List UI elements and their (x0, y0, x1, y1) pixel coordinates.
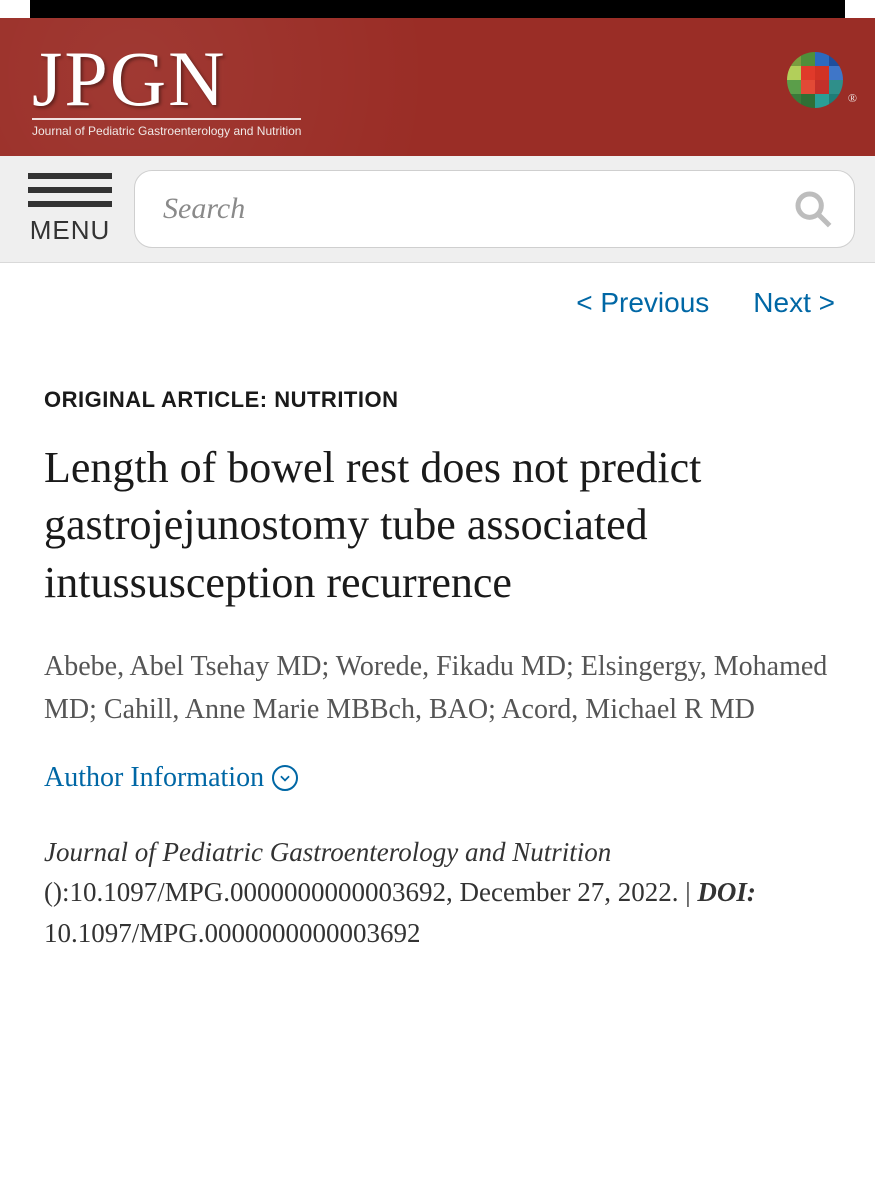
previous-link[interactable]: < Previous (576, 287, 709, 319)
citation-block: Journal of Pediatric Gastroenterology an… (44, 832, 831, 954)
pager: < Previous Next > (0, 263, 875, 327)
doi-label: DOI: (697, 877, 756, 907)
publisher-mark[interactable]: ® (787, 46, 843, 108)
logo-full-name: Journal of Pediatric Gastroenterology an… (32, 124, 301, 138)
menu-button[interactable]: MENU (28, 173, 112, 246)
author-info-toggle[interactable]: Author Information (44, 762, 298, 794)
citation-identifier: :10.1097/MPG.0000000000003692, (62, 877, 460, 907)
doi-value: 10.1097/MPG.0000000000003692 (44, 918, 421, 948)
registered-icon: ® (848, 91, 857, 106)
search-wrap (134, 170, 855, 248)
search-icon[interactable] (793, 189, 833, 229)
search-input[interactable] (134, 170, 855, 248)
logo-acronym: JPGN (32, 46, 301, 112)
menu-label: MENU (30, 215, 111, 246)
top-black-bar (30, 0, 845, 18)
citation-volume: () (44, 877, 62, 907)
article-authors: Abebe, Abel Tsehay MD; Worede, Fikadu MD… (44, 645, 831, 732)
article-category: ORIGINAL ARTICLE: NUTRITION (44, 387, 831, 413)
nav-bar: MENU (0, 156, 875, 263)
article: ORIGINAL ARTICLE: NUTRITION Length of bo… (0, 327, 875, 983)
author-info-label: Author Information (44, 762, 264, 794)
citation-sep: | (678, 877, 697, 907)
article-title: Length of bowel rest does not predict ga… (44, 439, 831, 611)
citation-date: December 27, 2022. (460, 877, 679, 907)
citation-journal: Journal of Pediatric Gastroenterology an… (44, 837, 611, 867)
journal-header: JPGN Journal of Pediatric Gastroenterolo… (0, 18, 875, 156)
journal-logo[interactable]: JPGN Journal of Pediatric Gastroenterolo… (32, 46, 301, 138)
chevron-down-icon (272, 765, 298, 791)
hamburger-icon (28, 173, 112, 207)
next-link[interactable]: Next > (753, 287, 835, 319)
